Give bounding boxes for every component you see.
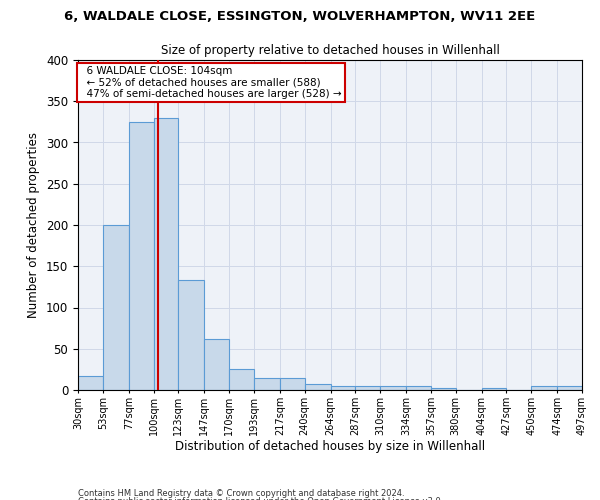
Bar	[355, 386, 380, 390]
Text: 6 WALDALE CLOSE: 104sqm
  ← 52% of detached houses are smaller (588)
  47% of se: 6 WALDALE CLOSE: 104sqm ← 52% of detache…	[80, 66, 342, 99]
Bar	[154, 118, 178, 390]
X-axis label: Distribution of detached houses by size in Willenhall: Distribution of detached houses by size …	[175, 440, 485, 454]
Bar	[305, 384, 331, 390]
Text: Contains HM Land Registry data © Crown copyright and database right 2024.: Contains HM Land Registry data © Crown c…	[78, 488, 404, 498]
Bar	[280, 378, 305, 390]
Bar	[178, 280, 204, 390]
Bar	[406, 386, 431, 390]
Bar	[204, 339, 229, 390]
Bar	[78, 376, 103, 390]
Bar	[103, 225, 129, 390]
Bar	[531, 386, 557, 390]
Text: Contains public sector information licensed under the Open Government Licence v3: Contains public sector information licen…	[78, 498, 443, 500]
Title: Size of property relative to detached houses in Willenhall: Size of property relative to detached ho…	[161, 44, 499, 58]
Bar	[431, 388, 456, 390]
Bar	[254, 378, 280, 390]
Bar	[557, 386, 582, 390]
Text: 6, WALDALE CLOSE, ESSINGTON, WOLVERHAMPTON, WV11 2EE: 6, WALDALE CLOSE, ESSINGTON, WOLVERHAMPT…	[64, 10, 536, 23]
Bar	[380, 386, 406, 390]
Bar	[229, 370, 254, 390]
Bar	[129, 122, 154, 390]
Bar	[482, 388, 506, 390]
Bar	[331, 386, 355, 390]
Y-axis label: Number of detached properties: Number of detached properties	[28, 132, 40, 318]
